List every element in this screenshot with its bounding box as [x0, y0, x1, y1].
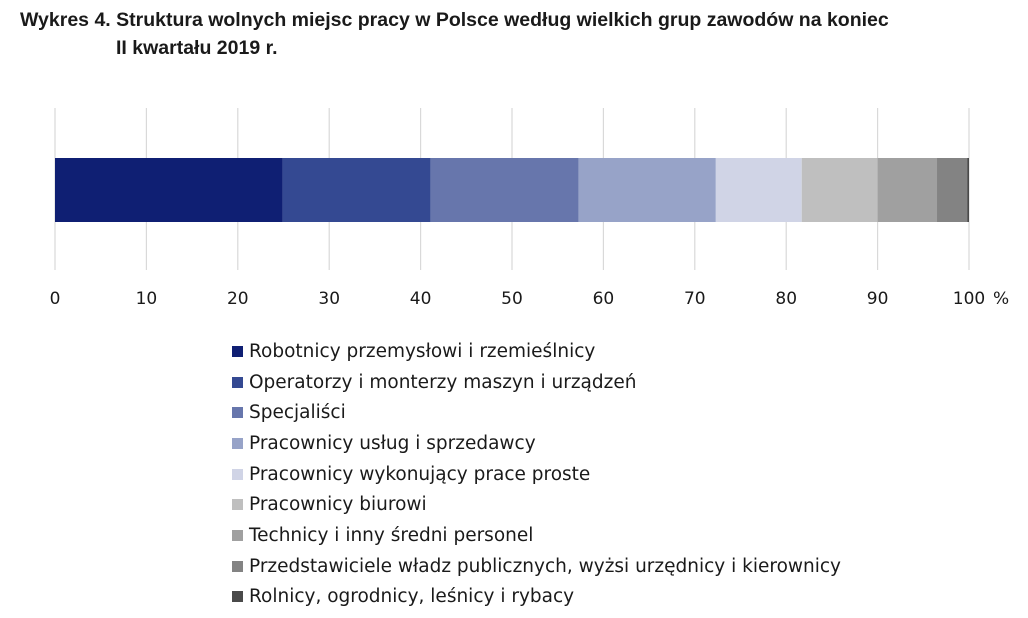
legend-item: Robotnicy przemysłowi i rzemieślnicy [232, 336, 841, 367]
chart-title-line1: Wykres 4. Struktura wolnych miejsc pracy… [20, 9, 889, 31]
bar-segment-9 [967, 158, 969, 222]
legend-item: Pracownicy usług i sprzedawcy [232, 428, 841, 459]
bar-segment-8 [937, 158, 968, 222]
legend-item: Przedstawiciele władz publicznych, wyżsi… [232, 551, 841, 582]
bar-segment-2 [282, 158, 431, 222]
bar-segment-4 [578, 158, 716, 222]
legend-label: Robotnicy przemysłowi i rzemieślnicy [249, 340, 596, 362]
legend-item: Rolnicy, ogrodnicy, leśnicy i rybacy [232, 582, 841, 613]
legend-label: Rolnicy, ogrodnicy, leśnicy i rybacy [249, 586, 575, 608]
legend-label: Pracownicy usług i sprzedawcy [249, 432, 536, 454]
x-tick-label: 70 [684, 289, 706, 309]
chart-legend: Robotnicy przemysłowi i rzemieślnicy Oper… [232, 336, 841, 612]
legend-swatch [232, 529, 243, 541]
legend-swatch [232, 345, 243, 357]
legend-label: Operatorzy i monterzy maszyn i urządzeń [249, 371, 637, 393]
bar-segment-6 [801, 158, 878, 222]
legend-item: Specjaliści [232, 397, 841, 428]
legend-item: Technicy i inny średni personel [232, 520, 841, 551]
bar-segment-7 [877, 158, 938, 222]
legend-swatch [232, 591, 243, 603]
legend-label: Pracownicy wykonujący prace proste [249, 463, 591, 485]
legend-swatch [232, 560, 243, 572]
x-tick-label: 80 [775, 289, 797, 309]
x-tick-label: 10 [136, 289, 158, 309]
x-axis-unit-label: % [993, 289, 1009, 309]
chart-title-line2: II kwartału 2019 r. [116, 37, 278, 59]
x-tick-label: 20 [227, 289, 249, 309]
legend-swatch [232, 468, 243, 480]
bar-segment-5 [715, 158, 802, 222]
legend-label: Technicy i inny średni personel [249, 524, 534, 546]
legend-label: Pracownicy biurowi [249, 494, 427, 516]
bar-segment-3 [430, 158, 579, 222]
x-tick-label: 30 [318, 289, 340, 309]
x-tick-label: 90 [867, 289, 889, 309]
legend-label: Przedstawiciele władz publicznych, wyżsi… [249, 555, 841, 577]
x-tick-label: 0 [50, 289, 61, 309]
legend-swatch [232, 407, 243, 419]
x-tick-label: 50 [501, 289, 523, 309]
legend-item: Operatorzy i monterzy maszyn i urządzeń [232, 367, 841, 398]
stacked-bar-chart: 0 10 20 30 40 50 60 70 80 90 100% [50, 108, 1009, 309]
legend-swatch [232, 437, 243, 449]
legend-item: Pracownicy biurowi [232, 489, 841, 520]
legend-label: Specjaliści [249, 402, 346, 424]
legend-swatch [232, 499, 243, 511]
chart-title: Wykres 4. Struktura wolnych miejsc pracy… [20, 6, 1010, 62]
legend-swatch [232, 376, 243, 388]
bar-segment-1 [55, 158, 283, 222]
legend-item: Pracownicy wykonujący prace proste [232, 459, 841, 490]
x-tick-label: 60 [593, 289, 615, 309]
x-tick-label: 40 [410, 289, 432, 309]
x-tick-label: 100 [953, 289, 985, 309]
